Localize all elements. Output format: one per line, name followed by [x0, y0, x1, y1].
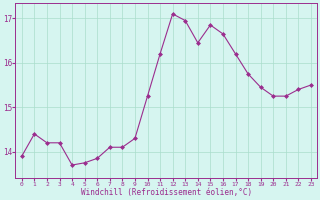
- X-axis label: Windchill (Refroidissement éolien,°C): Windchill (Refroidissement éolien,°C): [81, 188, 252, 197]
